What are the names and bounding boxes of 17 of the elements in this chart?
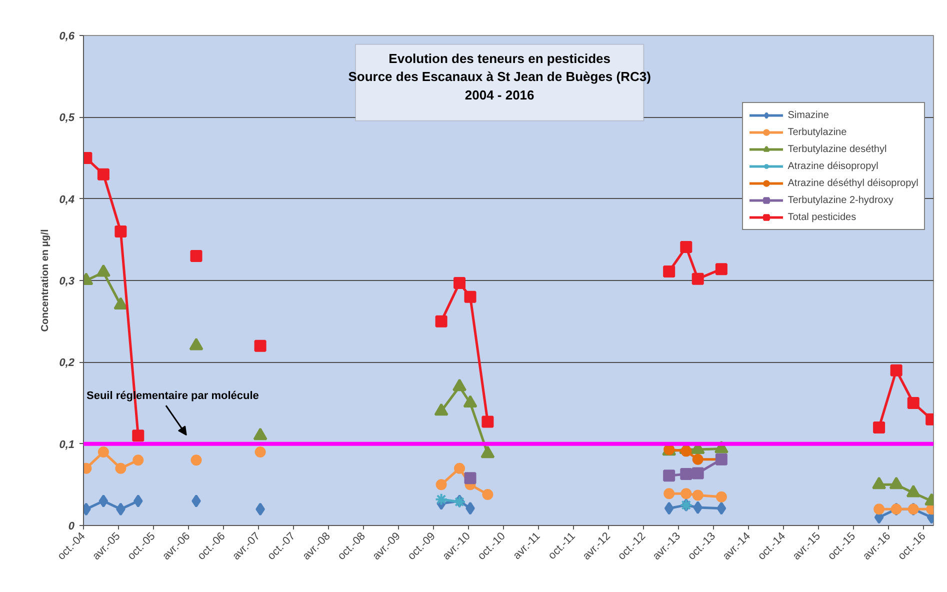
y-tick-label: 0 — [68, 520, 76, 532]
legend-label: Terbutylazine — [788, 126, 847, 138]
text: Source des Escanaux à St Jean de Buèges (RC3) 2004 - 2016 — [348, 69, 651, 102]
y-tick-label: 0,6 — [59, 30, 76, 42]
legend-label: Total pesticides — [788, 211, 856, 224]
y-tick-label: 0,1 — [59, 438, 75, 451]
y-tick-label: 0,5 — [59, 112, 76, 124]
legend-label: Atrazine déisopropyl — [788, 160, 878, 172]
y-tick-label: 0,4 — [59, 194, 75, 206]
text: Evolution des teneurs en pesticides — [388, 51, 610, 66]
y-tick-label: 0,2 — [59, 357, 75, 370]
legend-label: Terbutylazine deséthyl — [788, 143, 887, 156]
y-tick-label: 0,3 — [59, 276, 75, 288]
legend-label: Terbutylazine 2-hydroxy — [788, 194, 894, 206]
y-axis-title: Concentration en µg/l — [40, 229, 52, 332]
legend-label: Simazine — [788, 109, 829, 122]
legend-label: Atrazine déséthyl déisopropyl — [788, 177, 918, 190]
